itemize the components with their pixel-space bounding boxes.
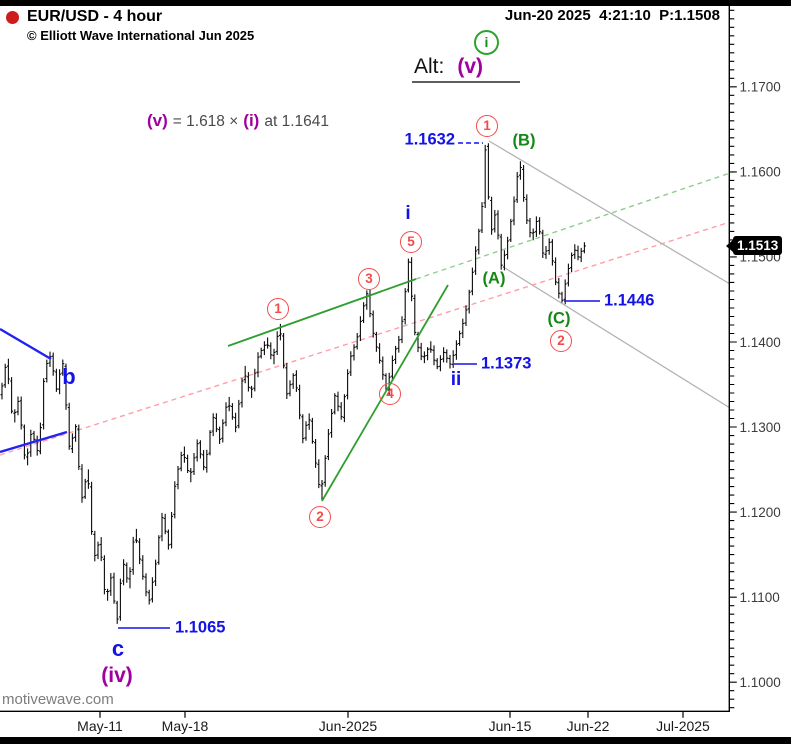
instrument-bullet-icon (6, 11, 19, 24)
watermark: motivewave.com (2, 691, 114, 708)
wave-label-b: (B) (512, 131, 536, 150)
wave-label-circle-3: 3 (358, 268, 380, 290)
formula-wave-v: (v) (147, 111, 168, 130)
wave-label-c: (C) (547, 309, 571, 328)
fib-projection-note: (v) = 1.618 × (i) at 1.1641 (147, 111, 334, 131)
y-axis-label-1.1100: 1.1100 (740, 590, 780, 605)
wave-label-circle-5: 5 (400, 231, 422, 253)
wave-label-a: (A) (482, 269, 506, 288)
chart-header: EUR/USD - 4 hour © Elliott Wave Internat… (6, 8, 254, 43)
green-trendline-1-extension (415, 171, 734, 280)
x-axis-label-Jul-2025: Jul-2025 (656, 718, 710, 734)
green-trendline-1 (227, 278, 417, 347)
chart-title: EUR/USD - 4 hour (27, 8, 163, 25)
y-axis-label-1.1600: 1.1600 (740, 165, 781, 180)
alt-prefix: Alt: (414, 55, 445, 78)
wave-label-circle-4: 4 (379, 383, 401, 405)
top-border-bar (0, 0, 791, 6)
triangle-lower-line (0, 430, 68, 454)
alt-scenario-label: Alt: (v) (414, 55, 483, 79)
wave-i-circled-label: i (474, 30, 499, 55)
formula-target: at 1.1641 (264, 113, 329, 130)
y-axis-label-1.1000: 1.1000 (740, 675, 781, 690)
x-axis-ticks (99, 711, 684, 718)
wave-label-ii: ii (450, 369, 462, 390)
alt-wave-v-label: (v) (457, 55, 484, 78)
pink-support-dashed-line (0, 221, 731, 456)
x-axis-label-Jun-2025: Jun-2025 (319, 718, 378, 734)
last-price-value: 1.1513 (737, 238, 779, 253)
channel-upper-line (488, 140, 731, 285)
ohlc-bars (0, 143, 586, 624)
y-axis-ticks (729, 9, 737, 709)
price-callout-1.1446: 1.1446 (604, 291, 655, 310)
price-callout-1.1373: 1.1373 (481, 354, 532, 373)
x-axis-label-May-18: May-18 (162, 718, 209, 734)
wave-label-b: b (62, 364, 76, 389)
wave-label-c: c (111, 636, 125, 661)
wave-label-circle-1: 1 (476, 115, 498, 137)
timestamp-label: Jun-20 2025 4:21:10 P:1.1508 (504, 7, 720, 24)
y-axis-label-1.1400: 1.1400 (740, 335, 781, 350)
y-axis-label-1.1300: 1.1300 (740, 420, 781, 435)
price-callout-1.1632: 1.1632 (404, 130, 455, 149)
wave-label-i: i (405, 203, 411, 224)
triangle-upper-line (0, 327, 52, 361)
wave-label-circle-2: 2 (550, 330, 572, 352)
formula-mid: = 1.618 × (172, 113, 239, 130)
y-axis-label-1.1700: 1.1700 (740, 80, 781, 95)
last-price-badge: 1.1513 (725, 236, 783, 255)
wave-label-circle-1: 1 (267, 298, 289, 320)
x-axis-label-May-11: May-11 (77, 718, 123, 734)
wave-label-circle-2: 2 (309, 506, 331, 528)
price-callout-1.1065: 1.1065 (175, 618, 226, 637)
chart-header-text: EUR/USD - 4 hour © Elliott Wave Internat… (27, 8, 254, 43)
wave-label-iv: (iv) (101, 664, 133, 687)
channel-lower-line (504, 267, 731, 409)
y-axis-label-1.1200: 1.1200 (740, 505, 781, 520)
x-axis-label-Jun-15: Jun-15 (489, 718, 532, 734)
bottom-border-bar (0, 737, 791, 744)
alt-underline (412, 81, 520, 83)
copyright-label: © Elliott Wave International Jun 2025 (27, 28, 255, 43)
formula-wave-i: (i) (243, 111, 260, 130)
x-axis-label-Jun-22: Jun-22 (567, 718, 610, 734)
